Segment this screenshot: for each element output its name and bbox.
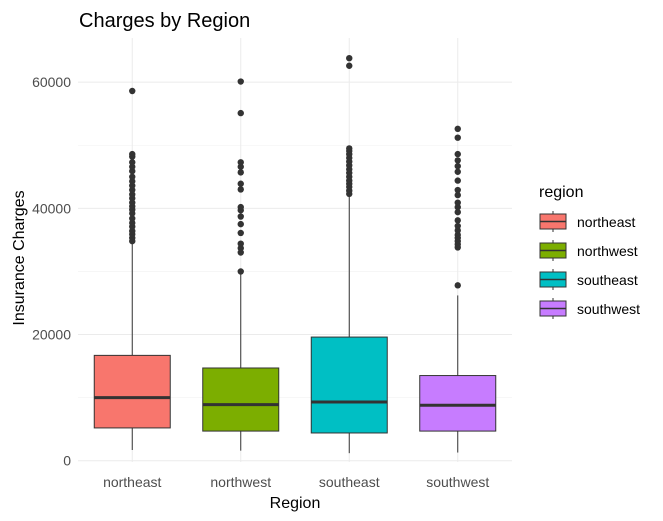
outlier-point [454, 222, 461, 230]
outlier-point [237, 180, 244, 187]
iqr-box [310, 336, 388, 434]
outlier-point [129, 159, 136, 166]
outlier-point [129, 182, 136, 189]
outlier-point [454, 177, 461, 184]
outlier-point [237, 109, 244, 117]
box-group-northwest [202, 78, 280, 451]
outlier-point [237, 213, 244, 220]
outlier-point [454, 208, 461, 216]
outlier-point [237, 229, 244, 237]
box-layer [93, 54, 497, 454]
outlier-point [129, 178, 136, 185]
y-axis-title: Insurance Charges [11, 190, 28, 325]
outlier-point [454, 231, 461, 239]
outlier-point [237, 163, 244, 170]
outlier-point [237, 78, 244, 85]
outlier-point [129, 227, 136, 235]
outlier-point [454, 282, 461, 289]
iqr-box [202, 367, 280, 432]
x-axis: northeast northwest southeast southwest [103, 474, 489, 490]
legend: region northeast northwest southeast southw… [539, 184, 640, 319]
x-tick-label: northwest [210, 474, 271, 490]
outlier-point [346, 62, 353, 69]
outlier-point [454, 186, 461, 194]
outlier-point [237, 159, 244, 166]
outlier-point [346, 145, 353, 152]
iqr-box [93, 354, 171, 429]
legend-title: region [539, 184, 583, 201]
x-axis-title: Region [270, 495, 321, 512]
legend-label: northeast [577, 214, 635, 230]
x-tick-label: northeast [103, 474, 161, 490]
outlier-point [129, 191, 136, 198]
box-group-southwest [419, 125, 497, 453]
y-axis: 0 20000 40000 60000 [32, 74, 71, 469]
outlier-point [454, 203, 461, 211]
legend-label: northwest [577, 243, 638, 259]
outlier-point [237, 220, 244, 228]
iqr-box [419, 375, 497, 432]
outlier-point [237, 203, 244, 211]
outlier-point [129, 186, 136, 194]
y-tick-label: 20000 [32, 327, 71, 343]
box-group-southeast [310, 54, 388, 454]
y-tick-label: 40000 [32, 200, 71, 216]
x-tick-label: southwest [426, 474, 489, 490]
outlier-point [454, 157, 461, 164]
outlier-point [237, 240, 244, 247]
outlier-point [129, 163, 136, 170]
outlier-point [129, 167, 136, 175]
legend-label: southwest [577, 301, 640, 317]
outlier-point [454, 162, 461, 170]
outlier-point [129, 215, 136, 222]
outlier-point [454, 150, 461, 158]
legend-label: southeast [577, 272, 638, 288]
outlier-point [454, 168, 461, 175]
chart-title: Charges by Region [79, 10, 250, 32]
outlier-point [129, 219, 136, 227]
outlier-point [346, 54, 353, 62]
outlier-point [129, 173, 136, 181]
outlier-point [454, 217, 461, 224]
outlier-point [454, 199, 461, 206]
outlier-point [454, 125, 461, 133]
outlier-point [454, 134, 461, 141]
outlier-point [129, 87, 136, 95]
outlier-point [129, 199, 136, 206]
x-tick-label: southeast [319, 474, 380, 490]
outlier-point [237, 244, 244, 252]
outlier-point [454, 191, 461, 199]
outlier-point [454, 227, 461, 234]
y-tick-label: 60000 [32, 74, 71, 90]
outlier-point [237, 249, 244, 256]
y-tick-label: 0 [63, 453, 71, 469]
outlier-point [237, 169, 244, 176]
outlier-point [237, 268, 244, 275]
outlier-point [129, 150, 136, 158]
outlier-point [237, 186, 244, 193]
box-group-northeast [93, 87, 171, 451]
